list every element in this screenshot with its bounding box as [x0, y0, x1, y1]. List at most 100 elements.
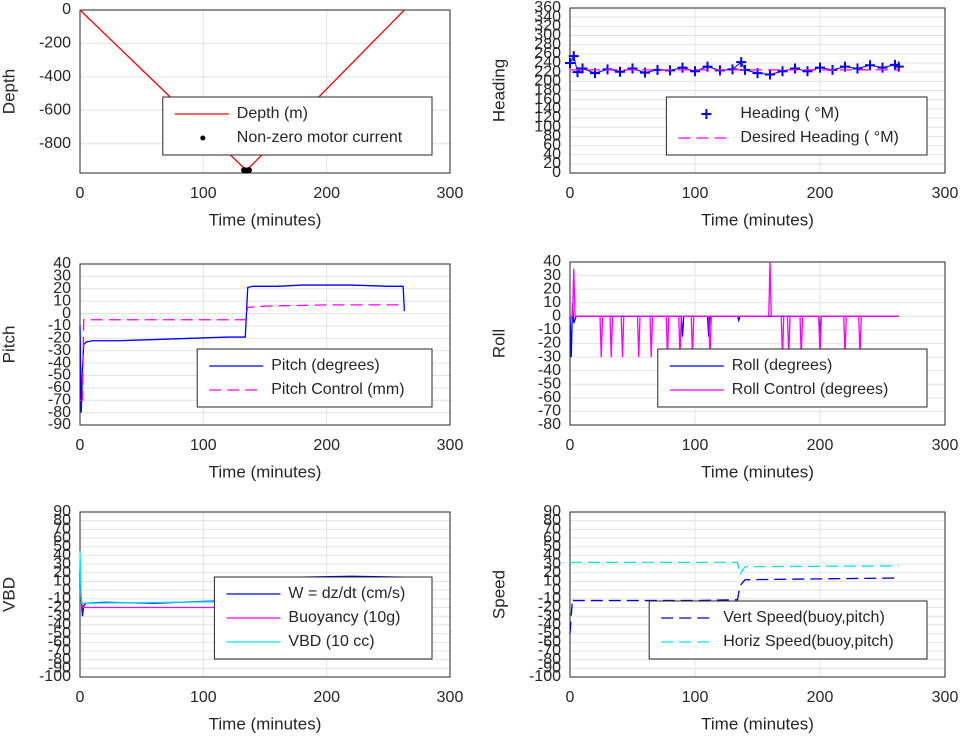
legend-label: Horiz Speed(buoy,pitch) — [723, 633, 893, 650]
y-tick-label: 340 — [534, 8, 561, 25]
panel: 0 100 200 300-90-80-70-60-50-40-30-20-10010… — [0, 255, 463, 481]
x-tick-label: 100 — [682, 689, 709, 706]
x-axis-label: Time (minutes) — [209, 714, 322, 733]
y-tick-label: 70 — [53, 521, 71, 538]
y-tick-label: -70 — [48, 391, 71, 408]
legend-label: VBD (10 cc) — [288, 633, 374, 650]
x-axis-label: Time (minutes) — [209, 462, 322, 481]
y-tick-label: 90 — [543, 503, 561, 520]
y-tick-label: 20 — [543, 280, 561, 297]
y-tick-label: -80 — [48, 651, 71, 668]
y-tick-label: -50 — [538, 625, 561, 642]
y-tick-label: 20 — [543, 564, 561, 581]
y-tick-label: 20 — [53, 564, 71, 581]
y-tick-label: 0 — [552, 164, 561, 181]
y-tick-label: 10 — [53, 292, 71, 309]
x-tick-label: 200 — [807, 185, 834, 202]
y-tick-label: 50 — [543, 538, 561, 555]
y-tick-label: -50 — [538, 375, 561, 392]
panel: 0 100 200 300-100-90-80-70-60-50-40-30-20-1… — [489, 503, 958, 733]
y-axis-label: Pitch — [0, 326, 18, 364]
x-tick-label: 200 — [313, 689, 340, 706]
legend: Heading ( °M) Desired Heading ( °M) — [665, 96, 928, 156]
y-tick-label: -90 — [538, 660, 561, 677]
y-tick-label: -60 — [538, 633, 561, 650]
y-tick-label: 180 — [534, 82, 561, 99]
y-tick-label: 0 — [62, 581, 71, 598]
y-tick-label: 30 — [543, 267, 561, 284]
legend: Pitch (degrees) Pitch Control (mm) — [196, 348, 433, 408]
y-axis-label: VBD — [0, 577, 18, 612]
y-tick-label: 240 — [534, 54, 561, 71]
legend-label: Roll Control (degrees) — [732, 381, 889, 398]
marker — [245, 167, 252, 174]
marker — [765, 69, 775, 80]
x-axis-label: Time (minutes) — [701, 714, 814, 733]
legend-label: Vert Speed(buoy,pitch) — [723, 609, 885, 626]
legend-swatch — [200, 135, 206, 141]
marker — [565, 58, 575, 68]
x-tick-label: 100 — [190, 185, 217, 202]
y-tick-label: -30 — [538, 348, 561, 365]
y-tick-label: -70 — [48, 642, 71, 659]
x-tick-label: 200 — [807, 437, 834, 454]
x-tick-label: 0 — [566, 689, 575, 706]
y-tick-label: -10 — [48, 317, 71, 334]
x-tick-label: 200 — [313, 437, 340, 454]
y-tick-label: 10 — [543, 573, 561, 590]
y-tick-label: 120 — [534, 109, 561, 126]
legend-label: Heading ( °M) — [740, 105, 839, 122]
y-tick-label: 60 — [53, 529, 71, 546]
x-tick-label: 300 — [437, 437, 464, 454]
y-tick-label: -30 — [538, 607, 561, 624]
y-tick-label: -30 — [48, 607, 71, 624]
panel: 0 100 200 300-100-90-80-70-60-50-40-30-20-1… — [0, 503, 463, 733]
y-tick-label: -40 — [538, 362, 561, 379]
y-tick-label: -80 — [538, 416, 561, 433]
y-tick-label: -80 — [48, 404, 71, 421]
y-tick-label: 10 — [53, 573, 71, 590]
y-axis-label: Heading — [489, 59, 508, 122]
y-tick-label: -20 — [48, 330, 71, 347]
x-tick-label: 0 — [76, 689, 85, 706]
y-tick-label: -80 — [538, 651, 561, 668]
y-tick-label: 90 — [53, 503, 71, 520]
y-tick-label: 300 — [534, 27, 561, 44]
series-line — [79, 284, 406, 413]
x-tick-label: 0 — [76, 437, 85, 454]
y-tick-label: -50 — [48, 625, 71, 642]
marker — [790, 63, 800, 74]
y-tick-label: -800 — [39, 135, 71, 152]
series-line — [569, 577, 899, 634]
x-tick-label: 0 — [566, 437, 575, 454]
panel: 0 100 200 300020406080100120140160180200220… — [489, 0, 958, 229]
legend-label: W = dz/dt (cm/s) — [288, 585, 405, 602]
y-tick-label: 320 — [534, 18, 561, 35]
y-tick-label: 0 — [62, 305, 71, 322]
x-axis-label: Time (minutes) — [209, 210, 322, 229]
y-tick-label: -10 — [538, 321, 561, 338]
y-tick-label: -20 — [538, 599, 561, 616]
y-tick-label: 0 — [62, 1, 71, 18]
marker — [577, 63, 588, 74]
y-tick-label: -60 — [48, 633, 71, 650]
marker — [865, 60, 875, 71]
marker — [777, 66, 788, 77]
y-tick-label: 0 — [552, 308, 561, 325]
y-tick-label: 10 — [543, 294, 561, 311]
x-tick-label: 100 — [682, 185, 709, 202]
x-tick-label: 0 — [76, 185, 85, 202]
y-tick-label: 30 — [543, 555, 561, 572]
y-tick-label: -60 — [48, 379, 71, 396]
legend-label: Pitch (degrees) — [271, 357, 380, 374]
y-tick-label: -20 — [48, 599, 71, 616]
marker — [877, 62, 888, 73]
x-tick-label: 300 — [932, 437, 959, 454]
y-tick-label: -40 — [48, 616, 71, 633]
x-axis-label: Time (minutes) — [701, 210, 814, 229]
y-tick-label: 220 — [534, 63, 561, 80]
y-axis-label: Roll — [489, 329, 508, 358]
y-tick-label: 80 — [53, 512, 71, 529]
